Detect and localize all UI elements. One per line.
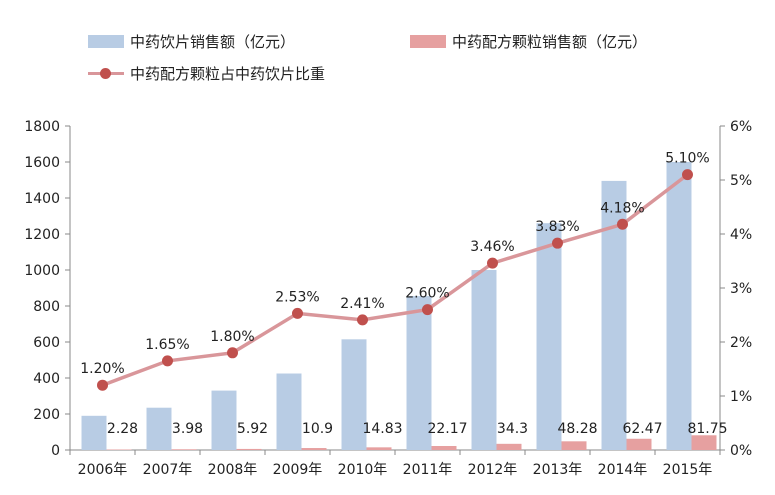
legend-swatch-granules	[410, 35, 446, 48]
marker-share	[422, 304, 433, 316]
bar-granules	[236, 448, 262, 450]
marker-share	[357, 314, 368, 326]
y-right-tick-label: 6%	[730, 119, 752, 135]
data-label-share: 4.18%	[600, 200, 644, 216]
x-tick-label: 2012年	[468, 462, 518, 478]
marker-share	[682, 169, 693, 181]
y-right-tick-label: 4%	[730, 227, 752, 243]
x-tick-label: 2009年	[273, 462, 323, 478]
y-left-tick-label: 0	[51, 443, 60, 459]
data-label-share: 1.65%	[145, 337, 189, 353]
x-tick-label: 2008年	[208, 462, 258, 478]
legend-label-pieces: 中药饮片销售额（亿元）	[130, 33, 296, 51]
marker-share	[487, 257, 498, 269]
y-left-tick-label: 1600	[24, 155, 60, 171]
bar-pieces	[81, 415, 107, 450]
data-label-granules: 48.28	[557, 421, 597, 437]
bar-pieces	[666, 162, 692, 450]
bar-granules	[561, 441, 587, 450]
marker-share	[227, 347, 238, 359]
line-share	[101, 173, 689, 387]
data-label-share: 1.80%	[210, 329, 254, 345]
y-right-tick-label: 5%	[730, 173, 752, 189]
legend-swatch-share	[88, 67, 124, 80]
data-label-share: 2.60%	[405, 286, 449, 302]
bar-granules	[496, 443, 522, 450]
data-label-share: 5.10%	[665, 151, 709, 167]
bar-pieces	[471, 270, 497, 450]
bar-pieces	[536, 223, 562, 450]
y-left-tick-label: 400	[33, 371, 60, 387]
bar-granules	[431, 446, 457, 450]
y-right-tick-label: 0%	[730, 443, 752, 459]
legend-label-granules: 中药配方颗粒销售额（亿元）	[452, 33, 648, 51]
bar-granules	[366, 447, 392, 450]
data-label-granules: 3.98	[172, 421, 203, 437]
x-tick-label: 2013年	[533, 462, 583, 478]
bar-pieces	[211, 390, 237, 450]
data-label-granules: 14.83	[362, 421, 402, 437]
bar-pieces	[276, 373, 302, 450]
marker-share	[97, 379, 108, 391]
bar-pieces	[146, 407, 172, 450]
bar-granules	[691, 435, 717, 450]
data-label-share: 2.41%	[340, 296, 384, 312]
x-tick-label: 2011年	[403, 462, 453, 478]
bar-pieces	[341, 339, 367, 450]
y-right-tick-label: 3%	[730, 281, 752, 297]
marker-share	[552, 237, 563, 249]
y-right-tick-label: 1%	[730, 389, 752, 405]
legend-item-share: 中药配方颗粒占中药饮片比重	[88, 63, 325, 84]
x-tick-label: 2010年	[338, 462, 388, 478]
bar-granules	[106, 449, 132, 450]
x-tick-label: 2006年	[78, 462, 128, 478]
data-label-granules: 22.17	[427, 421, 467, 437]
data-label-granules: 10.9	[302, 421, 333, 437]
data-label-granules: 62.47	[622, 421, 662, 437]
y-left-tick-label: 1000	[24, 263, 60, 279]
y-left-tick-label: 600	[33, 335, 60, 351]
data-label-share: 3.46%	[470, 239, 514, 255]
bar-pieces	[406, 296, 432, 450]
bar-granules	[171, 449, 197, 450]
bar-granules	[301, 448, 327, 450]
data-label-granules: 34.3	[497, 421, 528, 437]
y-left-tick-label: 1800	[24, 119, 60, 135]
data-label-share: 1.20%	[80, 361, 124, 377]
data-label-share: 3.83%	[535, 219, 579, 235]
legend-item-granules: 中药配方颗粒销售额（亿元）	[410, 31, 647, 52]
data-label-share: 2.53%	[275, 289, 319, 305]
x-tick-label: 2007年	[143, 462, 193, 478]
x-tick-label: 2015年	[663, 462, 713, 478]
bar-granules	[626, 438, 652, 450]
y-left-tick-label: 1200	[24, 227, 60, 243]
legend-swatch-pieces	[88, 35, 124, 48]
data-label-granules: 2.28	[107, 421, 138, 437]
y-right-tick-label: 2%	[730, 335, 752, 351]
x-tick-label: 2014年	[598, 462, 648, 478]
y-left-tick-label: 200	[33, 407, 60, 423]
y-left-tick-label: 800	[33, 299, 60, 315]
data-label-granules: 81.75	[687, 421, 727, 437]
marker-share	[617, 218, 628, 230]
marker-share	[162, 355, 173, 367]
legend-label-share: 中药配方颗粒占中药饮片比重	[130, 65, 326, 83]
legend-item-pieces: 中药饮片销售额（亿元）	[88, 31, 295, 52]
y-left-tick-label: 1400	[24, 191, 60, 207]
marker-share	[292, 307, 303, 319]
data-label-granules: 5.92	[237, 421, 268, 437]
